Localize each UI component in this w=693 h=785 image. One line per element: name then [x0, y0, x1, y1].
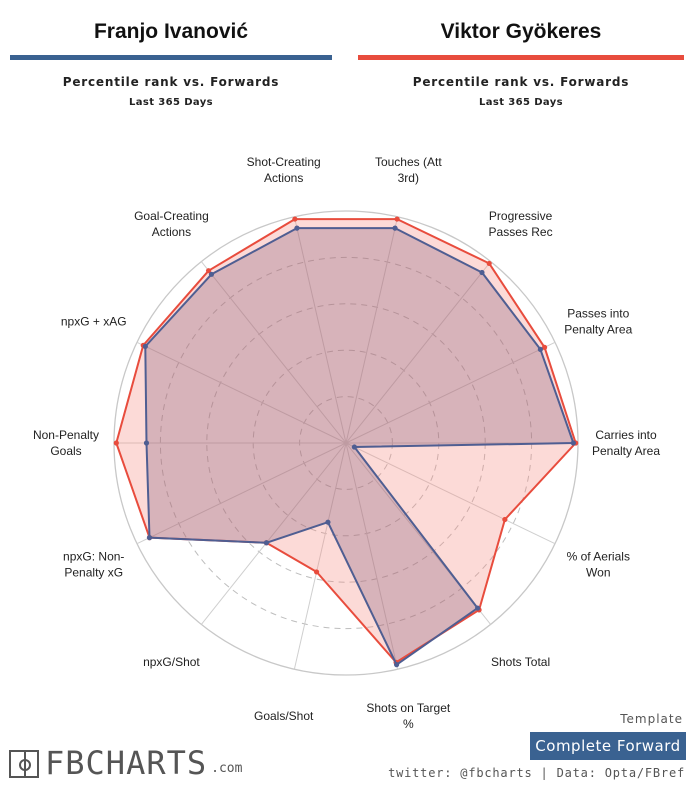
axis-spoke — [345, 216, 399, 444]
axis-label-line: Shot-Creating — [247, 155, 321, 169]
axis-spoke — [293, 442, 347, 670]
axis-spoke — [136, 341, 347, 444]
axis-label: Progressive Passes Rec — [489, 209, 553, 239]
axis-label-line: Goal-Creating — [134, 209, 209, 223]
axis-label: Touches (Att 3rd) — [375, 155, 442, 185]
axis-label-line: npxG/Shot — [143, 655, 200, 669]
series-point-0 — [394, 216, 400, 222]
series-point-1 — [146, 535, 153, 541]
axis-label: npxG: Non- Penalty xG — [63, 549, 124, 579]
axis-spoke — [345, 442, 399, 670]
radar-series — [113, 216, 579, 668]
axis-spoke — [345, 261, 492, 444]
axis-label-line: Carries into — [595, 428, 657, 442]
axis-label: % of Aerials Won — [567, 549, 630, 579]
series-point-1 — [393, 662, 400, 668]
player-2-subtitle: Percentile rank vs. Forwards — [412, 75, 630, 89]
player-1-subtitle: Percentile rank vs. Forwards — [62, 75, 280, 89]
player-2-name: Viktor Gyökeres — [440, 20, 602, 43]
axis-spoke — [136, 442, 347, 545]
series-point-1 — [325, 519, 331, 525]
axis-label: Shot-Creating Actions — [247, 155, 321, 185]
axis-label-line: Actions — [152, 225, 191, 239]
series-area-0 — [116, 219, 576, 663]
credit-line: twitter: @fbcharts | Data: Opta/FBref — [388, 766, 685, 780]
player-1-color-bar — [10, 55, 332, 60]
axis-label-line: Passes Rec — [489, 225, 553, 239]
axis-label-line: Shots on Target — [366, 701, 451, 715]
series-point-1 — [475, 605, 481, 611]
player-1-period: Last 365 Days — [128, 97, 214, 108]
axis-spoke — [345, 341, 556, 444]
series-point-0 — [502, 516, 508, 523]
radar-axis-labels: Touches (Att 3rd) Progressive Passes Rec Pas… — [33, 155, 660, 731]
axis-label-line: Progressive — [489, 209, 553, 223]
series-point-0 — [292, 216, 298, 222]
axis-label: Passes into Penalty Area — [564, 307, 632, 337]
axis-label-line: Shots Total — [491, 655, 550, 669]
logo-text: FBCHARTS — [45, 744, 208, 782]
axis-label-line: % of Aerials — [567, 549, 630, 563]
axis-label-line: 3rd) — [398, 171, 419, 185]
series-point-0 — [205, 268, 212, 274]
axis-label-line: npxG + xAG — [61, 315, 127, 329]
fbcharts-logo: FBCHARTS .com — [9, 744, 243, 782]
axis-label-line: Actions — [264, 171, 303, 185]
series-point-0 — [541, 344, 548, 350]
axis-spoke — [200, 261, 347, 444]
axis-label: Shots Total — [491, 655, 550, 669]
axis-label-line: npxG: Non- — [63, 549, 124, 563]
axis-label: npxG/Shot — [143, 655, 200, 669]
axis-label: Shots on Target% — [366, 701, 451, 731]
axis-label-line: Non-Penalty — [33, 428, 99, 442]
series-point-1 — [263, 540, 270, 546]
axis-label-line: Penalty Area — [564, 323, 632, 337]
series-point-1 — [351, 444, 357, 450]
axis-label: Goal-Creating Actions — [134, 209, 209, 239]
axis-label-line: % — [403, 717, 414, 731]
series-point-1 — [479, 269, 485, 276]
series-point-0 — [113, 440, 119, 446]
template-badge: Complete Forward — [530, 732, 686, 760]
axis-label-line: Goals — [50, 444, 81, 458]
axis-label: Carries into Penalty Area — [592, 428, 660, 458]
player-1-name: Franjo Ivanović — [93, 20, 249, 43]
axis-label-line: Passes into — [567, 307, 629, 321]
series-point-1 — [570, 440, 576, 446]
logo-suffix: .com — [211, 761, 243, 776]
series-point-0 — [313, 569, 320, 575]
pitch-icon — [9, 750, 39, 778]
axis-label: Goals/Shot — [254, 709, 314, 723]
player-2-color-bar — [358, 55, 684, 60]
axis-label-line: Penalty Area — [592, 444, 660, 458]
axis-label-line: Penalty xG — [64, 565, 123, 579]
axis-spoke — [200, 442, 347, 625]
series-point-1 — [142, 343, 148, 349]
series-point-1 — [392, 225, 398, 231]
series-point-1 — [537, 346, 543, 352]
series-point-1 — [208, 271, 215, 277]
axis-label-line: Touches (Att — [375, 155, 442, 169]
template-label: Template — [620, 712, 683, 726]
series-point-1 — [294, 225, 300, 231]
axis-spoke — [293, 216, 347, 444]
axis-spoke — [345, 442, 556, 545]
axis-label-line: Goals/Shot — [254, 709, 314, 723]
player-2-period: Last 365 Days — [478, 97, 564, 108]
series-point-0 — [486, 260, 492, 267]
axis-label-line: Won — [586, 565, 610, 579]
axis-label: npxG + xAG — [61, 315, 127, 329]
axis-label: Non-Penalty Goals — [33, 428, 99, 458]
series-point-1 — [143, 440, 150, 446]
